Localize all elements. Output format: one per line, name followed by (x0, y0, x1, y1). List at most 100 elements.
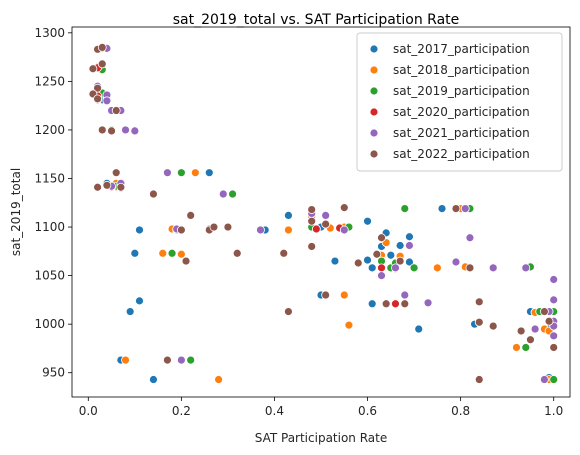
data-point (93, 182, 102, 192)
data-point (386, 250, 396, 260)
data-point (474, 297, 484, 307)
data-point (116, 182, 126, 192)
data-point (377, 233, 386, 243)
legend-label: sat_2019_participation (393, 84, 530, 98)
data-point (488, 321, 498, 331)
data-point (218, 189, 228, 199)
data-point (465, 263, 475, 273)
data-point (186, 210, 196, 220)
data-point (125, 307, 135, 316)
legend-marker (369, 65, 379, 75)
data-point (377, 271, 386, 281)
data-point (530, 324, 540, 334)
data-point (339, 203, 349, 213)
legend-marker (369, 149, 379, 159)
points-layer (88, 42, 559, 384)
data-point (414, 324, 424, 334)
data-point (549, 375, 559, 384)
legend-marker (369, 86, 379, 96)
data-point (311, 224, 321, 234)
data-point (93, 94, 102, 104)
data-point (474, 375, 484, 384)
data-point (307, 216, 317, 226)
x-tick-label: 1.0 (544, 404, 563, 418)
x-axis: 0.0 0.2 0.4 0.6 0.8 1.0 (79, 397, 563, 418)
data-point (204, 168, 214, 178)
y-tick-label: 1250 (34, 74, 65, 88)
data-point (330, 256, 340, 266)
data-point (228, 189, 237, 199)
legend-label: sat_2017_participation (393, 42, 530, 56)
data-point (223, 222, 233, 232)
data-point (107, 126, 116, 136)
data-point (135, 225, 144, 235)
data-point (339, 225, 349, 235)
data-point (395, 256, 405, 266)
data-point (395, 241, 405, 250)
plot-frame (71, 26, 571, 398)
y-axis: 950 1000 1050 1100 1150 1200 1250 1300 (34, 26, 72, 380)
data-point (353, 258, 363, 268)
legend-marker (369, 107, 379, 117)
data-point (111, 106, 121, 115)
data-point (377, 263, 386, 273)
data-point (163, 168, 172, 178)
y-tick-label: 1000 (34, 317, 65, 331)
series-sat_2022_participation (88, 42, 559, 384)
y-axis-label: sat_2019_total (9, 168, 23, 256)
data-point (130, 248, 140, 258)
data-point (344, 320, 354, 330)
data-point (474, 317, 484, 327)
y-tick-label: 950 (42, 366, 65, 380)
data-point (409, 263, 419, 273)
data-point (121, 125, 130, 135)
data-point (167, 248, 177, 258)
data-point (549, 295, 559, 305)
data-point (209, 222, 219, 232)
data-point (111, 168, 121, 178)
data-point (181, 256, 191, 266)
data-point (97, 125, 107, 135)
data-point (363, 255, 372, 265)
data-point (256, 225, 265, 235)
x-axis-label: SAT Participation Rate (255, 431, 388, 445)
data-point (405, 257, 414, 267)
data-point (391, 263, 400, 273)
data-point (284, 210, 293, 220)
data-point (214, 375, 224, 384)
legend-label: sat_2020_participation (393, 105, 530, 119)
x-tick-label: 0.6 (358, 404, 377, 418)
data-point (121, 355, 130, 365)
data-point (423, 298, 433, 308)
data-point (307, 242, 317, 251)
data-point (465, 233, 475, 243)
data-point (163, 355, 172, 365)
data-point (516, 326, 526, 336)
data-point (400, 299, 410, 309)
chart-title: sat_2019_total vs. SAT Participation Rat… (173, 12, 460, 28)
data-point (451, 204, 461, 214)
data-point (367, 263, 377, 273)
data-point (321, 290, 331, 300)
x-tick-label: 0.2 (172, 404, 191, 418)
data-point (521, 343, 531, 352)
data-point (372, 249, 382, 259)
data-point (432, 263, 442, 273)
data-point (176, 168, 186, 178)
legend-marker (369, 44, 379, 54)
data-point (437, 204, 447, 214)
data-point (284, 307, 293, 316)
data-point (176, 249, 186, 259)
data-point (521, 263, 531, 273)
data-point (451, 257, 461, 267)
data-point (93, 83, 102, 93)
data-point (488, 263, 498, 273)
y-tick-label: 1300 (34, 26, 65, 40)
legend-box (356, 32, 563, 172)
data-point (400, 290, 410, 300)
data-point (130, 126, 140, 136)
data-point (321, 210, 331, 220)
y-tick-label: 1050 (34, 269, 65, 283)
data-point (149, 189, 158, 199)
